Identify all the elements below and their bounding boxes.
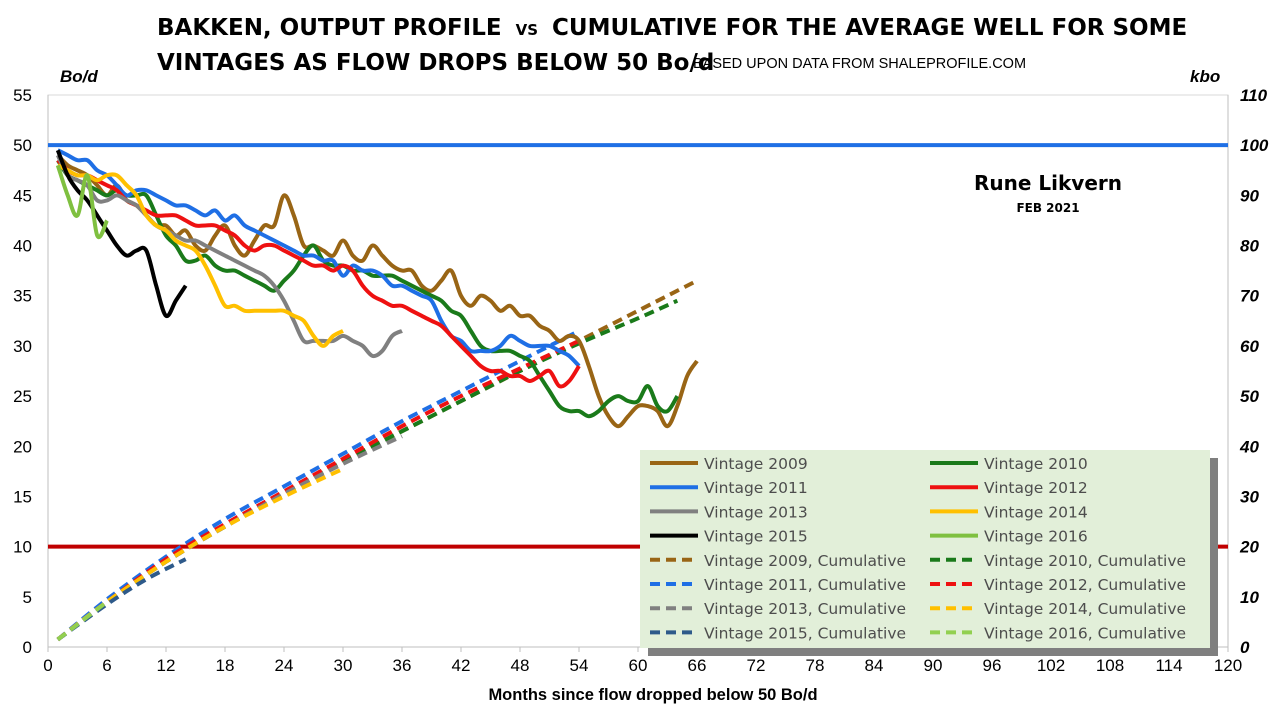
x-tick-label: 42 [452,656,471,675]
series-line-vintage-2011-cumulative [56,329,580,642]
y-right-tick-label: 10 [1240,588,1259,607]
legend-label: Vintage 2011 [704,479,808,497]
x-tick-label: 90 [924,656,943,675]
x-tick-label: 0 [43,656,52,675]
x-tick-label: 66 [688,656,707,675]
legend-label: Vintage 2013 [704,503,808,521]
y-axis-left-label: Bo/d [60,67,98,86]
y-right-tick-label: 100 [1240,136,1269,155]
y-left-tick-label: 0 [23,638,32,657]
y-left-tick-label: 15 [13,487,32,506]
series-line-vintage-2009 [56,153,699,429]
legend-label: Vintage 2012 [984,479,1088,497]
series-group [55,148,699,642]
x-tick-label: 24 [275,656,294,675]
y-right-tick-label: 20 [1239,538,1259,557]
y-left-tick-label: 35 [13,287,32,306]
legend-label: Vintage 2014, Cumulative [984,600,1186,618]
y-right-tick-label: 80 [1240,237,1259,256]
chart-title-line2: VINTAGES AS FLOW DROPS BELOW 50 Bo/d [157,50,714,76]
y-left-tick-label: 45 [13,186,32,205]
y-right-tick-label: 40 [1239,437,1259,456]
y-right-tick-label: 70 [1240,287,1259,306]
legend-label: Vintage 2013, Cumulative [704,600,906,618]
author-label: Rune Likvern [974,171,1122,195]
series-line-vintage-2012-cumulative [56,339,580,642]
y-left-tick-label: 50 [13,136,32,155]
x-tick-label: 36 [393,656,412,675]
y-left-tick-label: 25 [13,387,32,406]
series-line-vintage-2015 [55,149,188,319]
y-right-tick-label: 0 [1240,638,1250,657]
legend-label: Vintage 2015 [704,528,808,546]
y-right-tick-label: 90 [1240,186,1259,205]
chart-subtitle: BASED UPON DATA FROM SHALEPROFILE.COM [693,56,1026,72]
x-tick-label: 108 [1096,656,1124,675]
axes: 0 6 12 18 24 30 36 42 48 54 60 66 72 78 84 90 96 102 108 11… [13,86,1269,675]
y-right-tick-label: 50 [1240,387,1259,406]
x-tick-label: 12 [157,656,176,675]
y-right-tick-label: 30 [1240,487,1259,506]
legend-box [640,450,1210,648]
legend-label: Vintage 2012, Cumulative [984,576,1186,594]
x-axis-label: Months since flow dropped below 50 Bo/d [488,686,817,704]
y-right-tick-label: 110 [1240,86,1268,105]
y-left-tick-label: 20 [13,437,32,456]
series-line-vintage-2011 [56,148,581,368]
y-left-tick-label: 40 [13,237,32,256]
x-tick-label: 78 [806,656,825,675]
x-tick-label: 48 [511,656,530,675]
legend-label: Vintage 2015, Cumulative [704,624,906,642]
series-line-vintage-2016-cumulative [56,600,109,642]
y-left-tick-label: 10 [13,538,32,557]
y-left-tick-label: 55 [13,86,32,105]
x-tick-label: 114 [1155,656,1182,675]
series-line-vintage-2013-cumulative [56,434,403,642]
series-line-vintage-2014-cumulative [56,467,344,642]
x-tick-label: 6 [102,656,111,675]
legend-label: Vintage 2016, Cumulative [984,624,1186,642]
x-tick-label: 18 [216,656,235,675]
series-line-vintage-2010 [56,159,680,419]
legend-label: Vintage 2016 [984,528,1088,546]
y-axis-right-label: kbo [1190,67,1220,86]
legend-label: Vintage 2010 [984,455,1088,473]
chart-title-line1: BAKKEN, OUTPUT PROFILE VS CUMULATIVE FOR… [157,15,1187,41]
y-left-tick-label: 5 [23,588,32,607]
x-tick-label: 102 [1037,656,1065,675]
x-tick-label: 60 [629,656,648,675]
series-line-vintage-2015-cumulative [56,557,187,642]
legend-label: Vintage 2009, Cumulative [704,552,906,570]
series-line-vintage-2014 [56,163,344,348]
y-right-tick-label: 60 [1240,337,1259,356]
legend-label: Vintage 2011, Cumulative [704,576,906,594]
y-left-tick-label: 30 [13,337,32,356]
legend-label: Vintage 2009 [704,455,808,473]
x-tick-label: 84 [865,656,884,675]
legend: Vintage 2009 Vintage 2010 Vintage 2011 Vint… [640,450,1218,656]
series-line-vintage-2016 [55,164,109,240]
x-tick-label: 54 [570,656,589,675]
x-tick-label: 30 [334,656,353,675]
date-label: FEB 2021 [1016,201,1079,215]
x-tick-label: 120 [1214,656,1242,675]
legend-label: Vintage 2014 [984,503,1088,521]
x-tick-label: 72 [747,656,766,675]
x-tick-label: 96 [983,656,1002,675]
series-line-vintage-2013 [55,154,403,359]
legend-label: Vintage 2010, Cumulative [984,552,1186,570]
